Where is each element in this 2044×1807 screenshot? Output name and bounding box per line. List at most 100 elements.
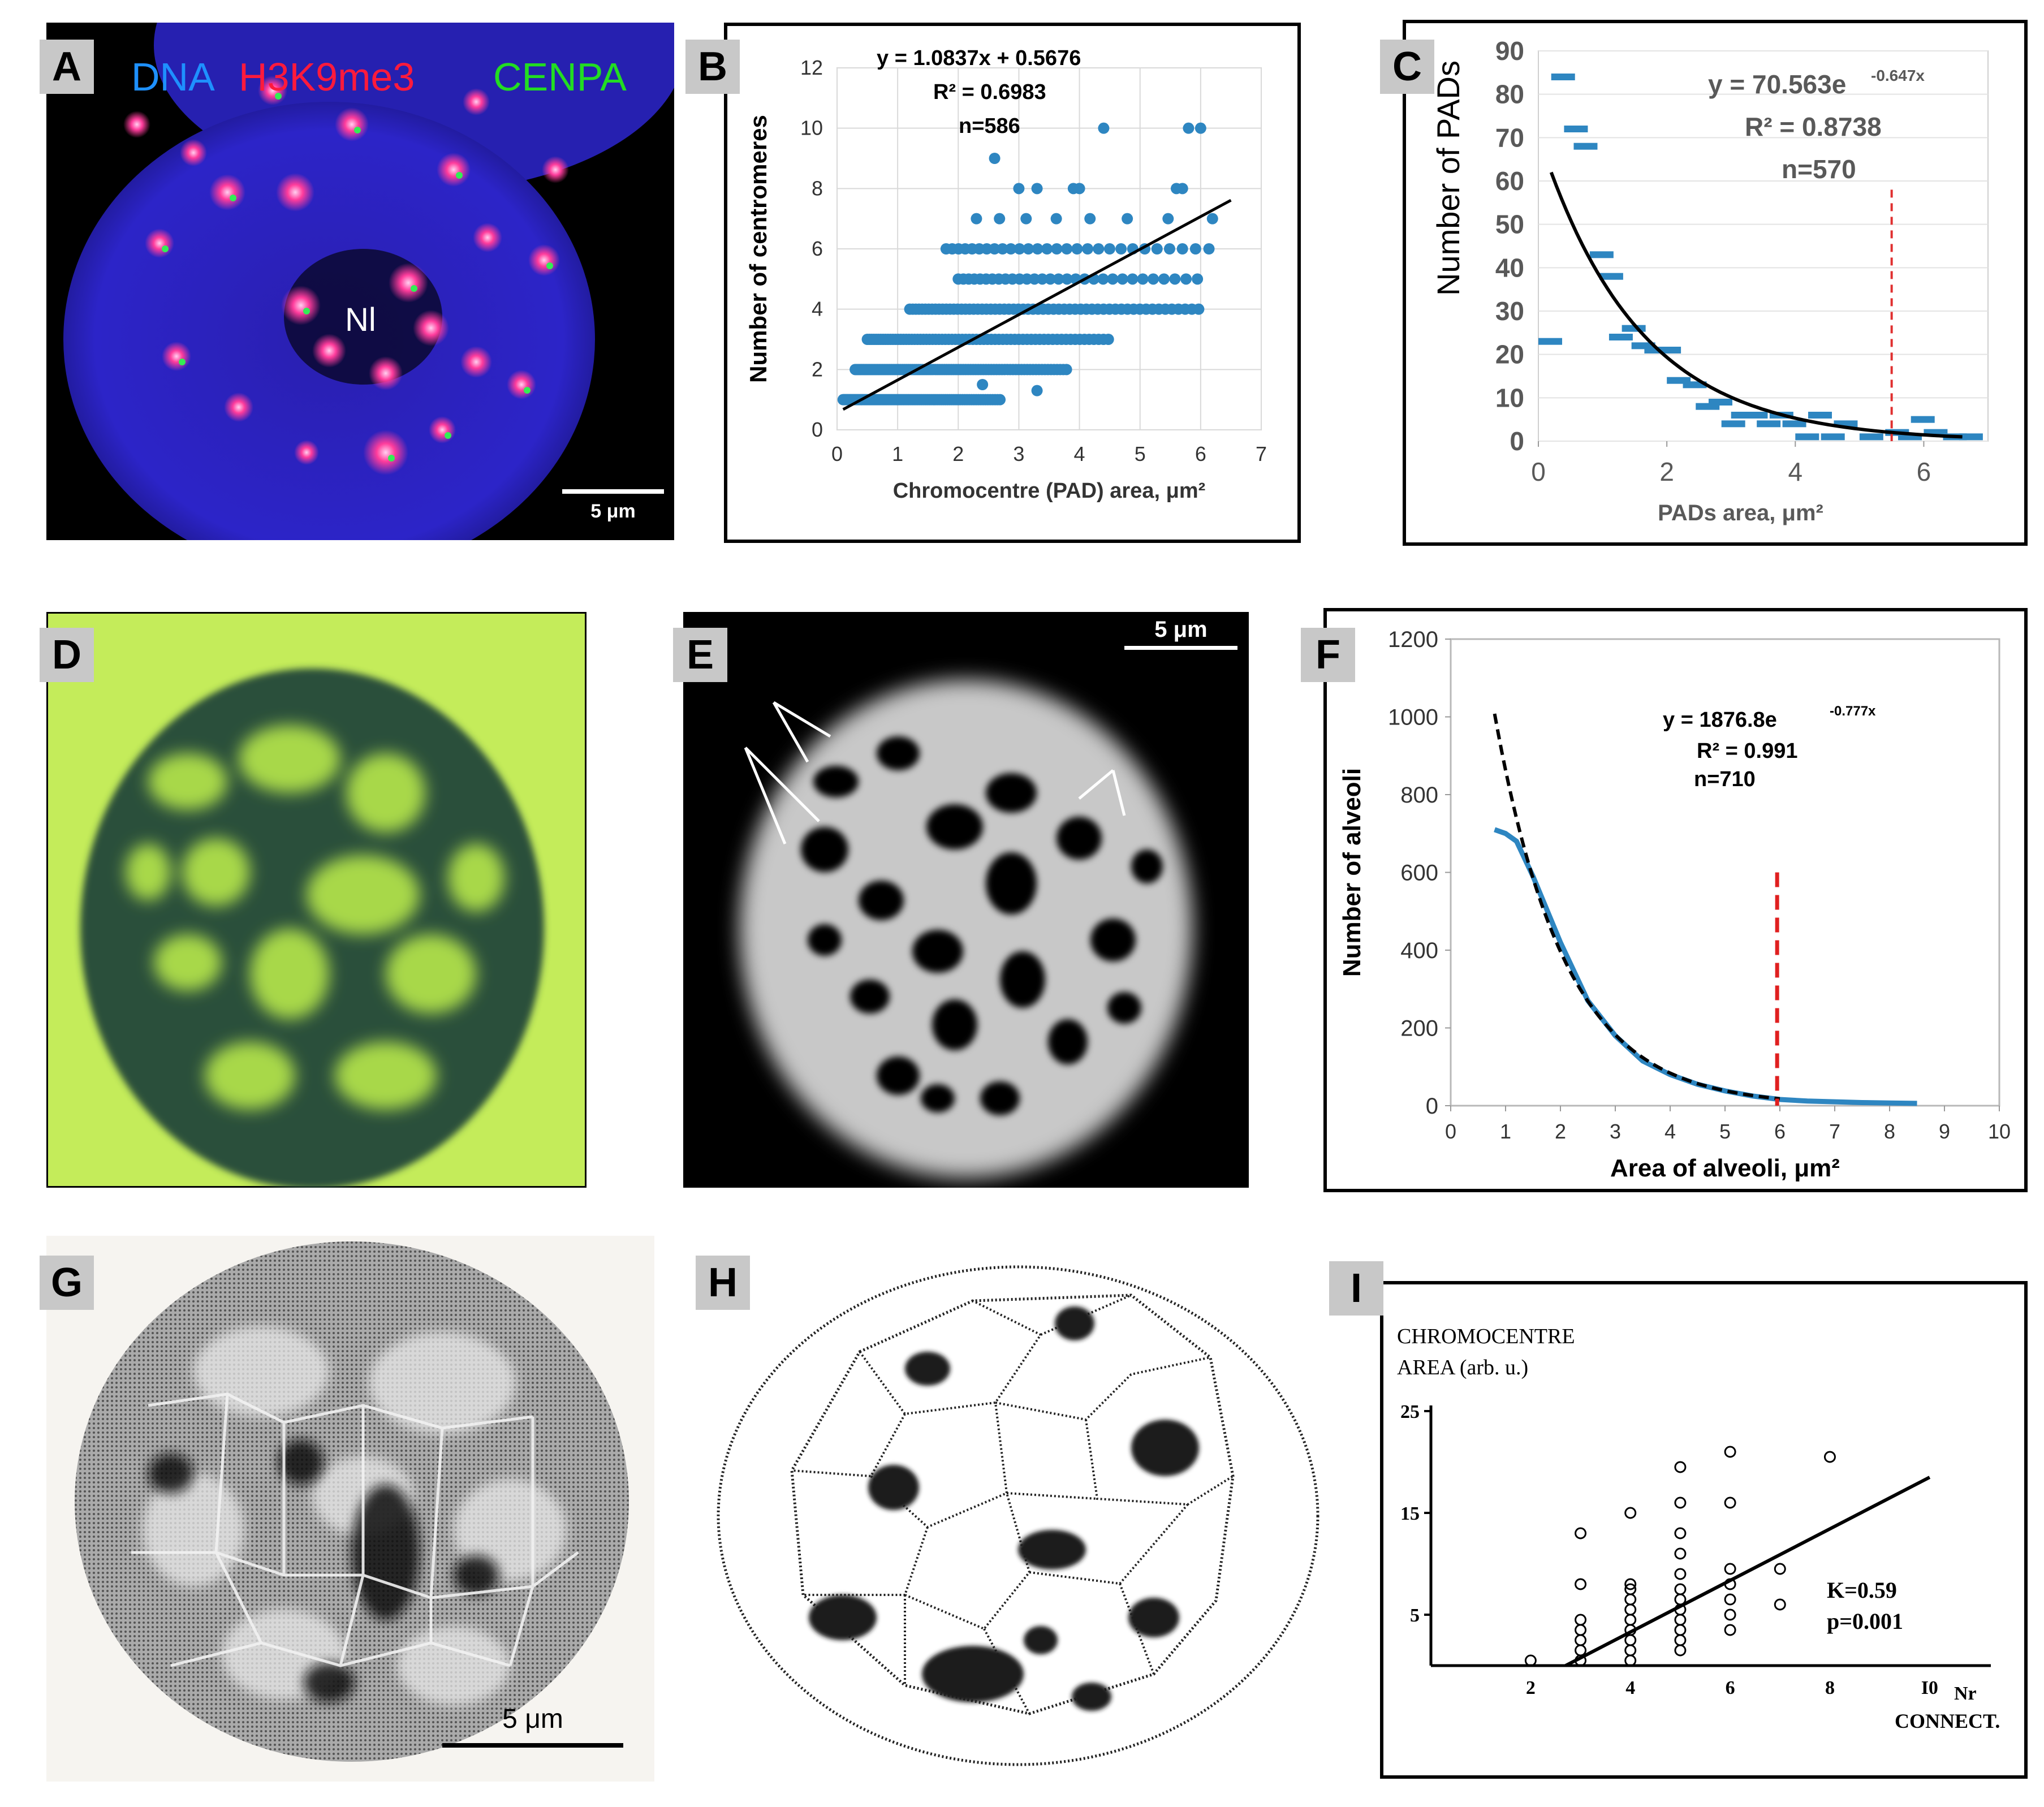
chart-c: 0 10 20 30 40 50 60 70 80 90 0 2 4 6 y = 70.563e -0.647…	[1403, 20, 2028, 546]
panel-e-image: 5 μm	[683, 612, 1249, 1188]
data-point	[989, 243, 1001, 255]
y-tick-label: 20	[1495, 340, 1524, 369]
y-axis-label: Number of PADs	[1430, 61, 1466, 296]
histogram-bar	[1959, 433, 1983, 441]
x-tick-label: 2	[952, 442, 964, 465]
data-point	[994, 394, 1006, 406]
panel-label-a: A	[40, 40, 94, 94]
histogram-bar	[1721, 420, 1745, 428]
data-point	[1098, 122, 1110, 134]
x-tick-label: 2	[1659, 457, 1674, 486]
panel-label-e: E	[673, 628, 727, 682]
x-tick-label: 0	[831, 442, 843, 465]
data-point	[1036, 273, 1048, 285]
histogram-bar	[1782, 420, 1806, 428]
y-tick-label: 80	[1495, 80, 1524, 109]
k-value: K=0.59	[1827, 1577, 1897, 1603]
panel-b: 0 1 2 3 4 5 6 7 0 2 4 6 8 10 12 y = 1.0837x + 0.5676 R² …	[724, 23, 1301, 543]
data-point	[1575, 1527, 1587, 1539]
x-tick-label: 0	[1445, 1120, 1456, 1143]
data-point	[1097, 273, 1109, 285]
x-tick-label: 4	[1074, 442, 1085, 465]
data-point	[1093, 243, 1105, 255]
data-point	[1189, 243, 1201, 255]
panel-label-b: B	[685, 40, 740, 94]
panel-d-image	[45, 610, 588, 1189]
x-tick-label: 8	[1825, 1677, 1835, 1698]
sample-size: n=710	[1694, 767, 1756, 791]
histogram-bar	[1757, 420, 1781, 428]
panel-label-f: F	[1301, 628, 1355, 682]
data-point	[1724, 1624, 1736, 1636]
nucleolus-label: Nl	[345, 301, 376, 338]
histogram-bar	[1609, 334, 1633, 340]
data-point	[1045, 273, 1057, 285]
chart-title: CHROMOCENTRE	[1397, 1325, 1575, 1348]
chart-i: 5 15 25 2 4 6 8 I0 CHROMOCENTRE AREA (arb. u.) K=0…	[1380, 1281, 2028, 1779]
y-tick-label: 400	[1400, 938, 1438, 963]
histogram-bar	[1564, 126, 1588, 132]
x-tick-label: 3	[1610, 1120, 1621, 1143]
data-point	[1203, 243, 1215, 255]
data-point	[1051, 243, 1063, 255]
histogram-bar	[1708, 399, 1732, 406]
y-tick-label: 200	[1400, 1016, 1438, 1041]
y-tick-label: 6	[812, 237, 823, 260]
scalebar-label: 5 μm	[590, 501, 635, 522]
data-point	[1162, 213, 1174, 225]
data-point	[1014, 243, 1025, 255]
x-axis-label: Area of alveoli, μm²	[1610, 1154, 1840, 1182]
data-point	[1674, 1547, 1687, 1560]
data-point	[1041, 243, 1053, 255]
x-tick-label: 4	[1625, 1677, 1635, 1698]
y-tick-label: 0	[1510, 426, 1524, 456]
x-tick-label: 2	[1526, 1677, 1536, 1698]
scalebar-line	[1124, 646, 1237, 650]
histogram-bar	[1657, 347, 1681, 353]
data-point	[1674, 1461, 1687, 1473]
data-point	[1005, 243, 1017, 255]
dense-clumps	[809, 1306, 1199, 1711]
x-tick-label: 7	[1829, 1120, 1840, 1143]
data-point	[1151, 243, 1163, 255]
chart-c-frame	[1403, 20, 2028, 546]
y-tick-label: 4	[812, 297, 823, 321]
p-value: p=0.001	[1827, 1608, 1903, 1634]
x-tick-label: 1	[892, 442, 903, 465]
y-tick-label: 8	[812, 176, 823, 200]
r-squared: R² = 0.6983	[933, 80, 1046, 104]
data-point	[1674, 1497, 1687, 1509]
data-point	[1724, 1446, 1736, 1458]
data-point	[1724, 1497, 1736, 1509]
histogram-bar	[1795, 433, 1819, 441]
data-point	[1013, 183, 1025, 195]
x-tick-label: 1	[1500, 1120, 1511, 1143]
histogram-bar	[1551, 74, 1575, 80]
data-point	[1624, 1578, 1637, 1590]
y-tick-label: 600	[1400, 861, 1438, 886]
data-point	[1180, 273, 1192, 285]
x-tick-label: 3	[1013, 442, 1024, 465]
data-point	[1020, 213, 1032, 225]
x-tick-label: 5	[1135, 442, 1146, 465]
data-point	[971, 213, 982, 225]
x-tick-label: 0	[1531, 457, 1546, 486]
data-point	[1061, 273, 1073, 285]
data-point	[1575, 1614, 1587, 1626]
legend-cenpa: CENPA	[493, 55, 627, 99]
y-tick-label: 1000	[1388, 705, 1438, 730]
chart-title-units: AREA (arb. u.)	[1397, 1356, 1528, 1379]
legend-h3k9me3: H3K9me3	[239, 55, 415, 99]
histogram-bar	[1821, 433, 1845, 441]
data-point	[1724, 1563, 1736, 1575]
data-point	[1031, 385, 1043, 396]
data-point	[1084, 213, 1096, 225]
data-point	[1774, 1598, 1786, 1611]
nuclear-envelope	[717, 1265, 1319, 1766]
y-tick-label: 15	[1400, 1503, 1420, 1524]
data-point	[994, 213, 1006, 225]
panel-f: 0 200 400 600 800 1000 1200 0 1 2 3 4 5 6 7 8 9 10 y = 187…	[1323, 608, 2028, 1192]
data-point	[1107, 273, 1119, 285]
x-tick-label: 6	[1774, 1120, 1786, 1143]
